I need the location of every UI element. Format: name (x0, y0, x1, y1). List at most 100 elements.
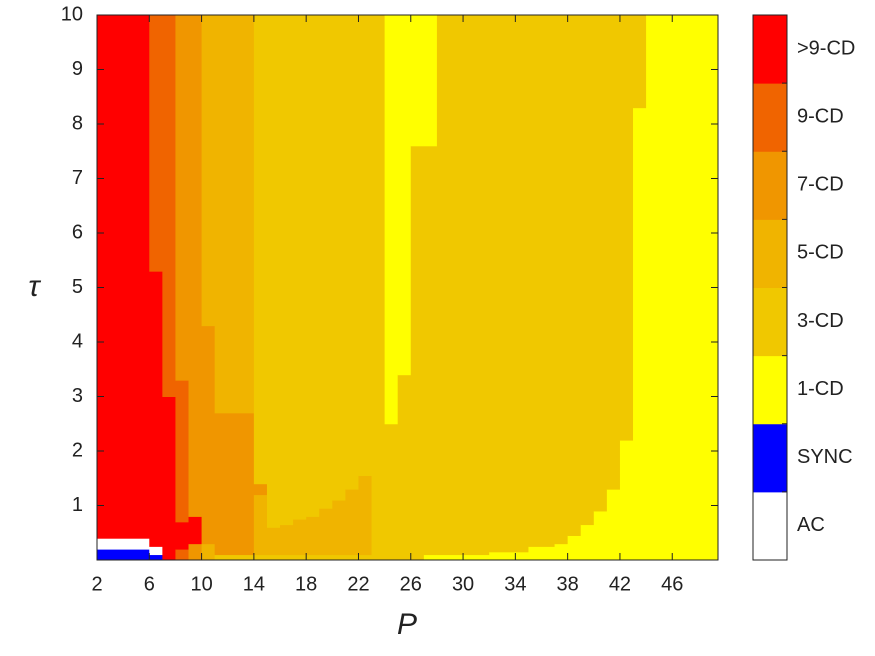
heatmap-cell (97, 15, 150, 539)
heatmap-cell (580, 15, 595, 526)
colorbar-frame (752, 14, 788, 561)
colorbar-label: 3-CD (797, 310, 844, 332)
heatmap-cell (593, 15, 608, 512)
heatmap-cell (410, 15, 425, 147)
heatmap-cell (175, 549, 190, 560)
heatmap-cell (345, 15, 359, 490)
heatmap-cell (319, 554, 333, 560)
colorbar-swatch (753, 15, 787, 84)
heatmap-cell (528, 546, 556, 560)
heatmap-cell (162, 15, 176, 397)
heatmap-cell (306, 554, 320, 560)
heatmap-cell (293, 15, 307, 520)
heatmap-cell (619, 440, 634, 560)
colorbar-label: SYNC (797, 446, 853, 468)
y-tick-label: 10 (61, 3, 83, 25)
x-tick-label: 26 (400, 573, 422, 595)
heatmap-cell (280, 554, 294, 560)
x-tick-label: 22 (347, 573, 369, 595)
x-tick-label: 46 (661, 573, 683, 595)
heatmap-cell (201, 543, 216, 560)
heatmap-cell (97, 538, 150, 550)
heatmap-cell (358, 554, 373, 560)
colorbar-swatch (753, 355, 787, 425)
x-tick-label: 10 (190, 573, 212, 595)
heatmap-cell (371, 15, 386, 560)
heatmap-cell (593, 510, 608, 560)
heatmap-cell (253, 494, 268, 556)
heatmap-cell (149, 546, 163, 556)
heatmap-cell (280, 524, 294, 556)
heatmap-cell (293, 519, 307, 556)
heatmap-cell (384, 423, 399, 560)
heatmap-cell (162, 396, 176, 560)
heatmap-cell (266, 527, 281, 556)
heatmap-cell (188, 543, 203, 560)
heatmap-cell (358, 15, 373, 477)
colorbar-label: 9-CD (797, 105, 844, 127)
heatmap-cell (606, 489, 621, 560)
colorbar-label: >9-CD (797, 37, 855, 59)
heatmap-cell (580, 524, 595, 560)
y-tick-label: 3 (72, 385, 83, 407)
heatmap-cell (554, 15, 569, 545)
x-tick-label: 30 (452, 573, 474, 595)
heatmap-cell (175, 15, 190, 381)
heatmap-cell (149, 15, 163, 272)
heatmap-cell (149, 271, 163, 547)
colorbar-label: 5-CD (797, 242, 844, 264)
heatmap-cell (253, 554, 268, 560)
colorbar-swatch (753, 491, 787, 561)
heatmap-cell (436, 15, 490, 556)
heatmap-cell (554, 543, 569, 560)
heatmap-cell (332, 500, 346, 556)
heatmap-cell (423, 554, 438, 560)
heatmap-cell (397, 374, 412, 560)
heatmap-cell (266, 554, 281, 560)
heatmap-cell (319, 15, 333, 509)
heatmap-cell (253, 15, 268, 485)
y-axis-label: τ (28, 270, 41, 303)
y-tick-label: 8 (72, 112, 83, 134)
heatmap-cell (646, 15, 718, 560)
heatmap-cell (266, 15, 281, 528)
colorbar-swatch (753, 423, 787, 493)
colorbar-swatch (753, 287, 787, 357)
x-tick-label: 18 (295, 573, 317, 595)
heatmap-cell (201, 15, 216, 327)
heatmap-cell (332, 554, 346, 560)
colorbar-label: AC (797, 514, 825, 536)
heatmap-cell (410, 145, 425, 560)
heatmap-cell (293, 554, 307, 560)
heatmap-cell (345, 554, 359, 560)
colorbar-label: 7-CD (797, 174, 844, 196)
colorbar-label: 1-CD (797, 378, 844, 400)
x-axis-label: P (397, 608, 417, 641)
heatmap-cell (306, 15, 320, 517)
heatmap-cell (619, 15, 634, 441)
heatmap-cell (423, 15, 438, 147)
heatmap-cell (214, 412, 255, 556)
heatmap-cell (345, 489, 359, 556)
y-tick-label: 4 (72, 330, 83, 352)
x-tick-label: 38 (557, 573, 579, 595)
y-tick-label: 7 (72, 167, 83, 189)
heatmap-cell (280, 15, 294, 526)
heatmap-cell (397, 15, 412, 376)
heatmap-cell (175, 521, 190, 550)
heatmap-cell (528, 15, 556, 547)
heatmap-cell (149, 554, 163, 560)
heatmap-cell (175, 380, 190, 523)
heatmap-cell (489, 551, 529, 560)
colorbar-swatch (753, 219, 787, 288)
x-tick-label: 34 (504, 573, 526, 595)
heatmap-cell (97, 549, 150, 560)
heatmap-cell (332, 15, 346, 501)
x-tick-label: 2 (91, 573, 102, 595)
x-tick-label: 6 (144, 573, 155, 595)
y-tick-label: 2 (72, 439, 83, 461)
heatmap-cell (306, 516, 320, 556)
heatmap-cell (567, 535, 582, 560)
heatmap-cell (358, 475, 373, 556)
